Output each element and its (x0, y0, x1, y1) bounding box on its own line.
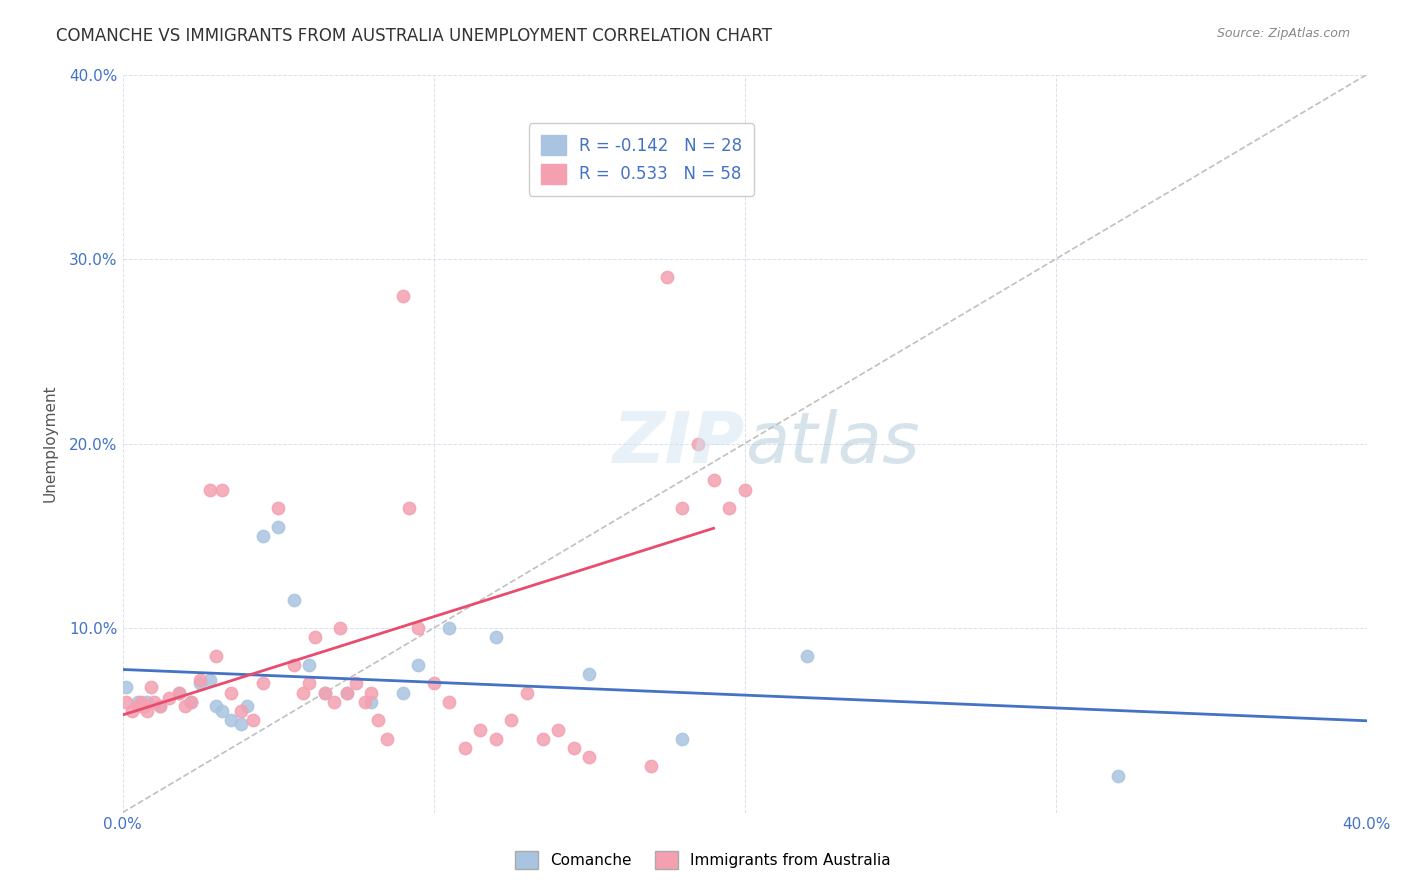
Point (211, 483, 233, 497)
Legend: Comanche, Immigrants from Australia: Comanche, Immigrants from Australia (509, 845, 897, 875)
Point (229, 717, 252, 731)
Point (323, 695, 346, 709)
Point (335, 685, 357, 699)
Point (283, 657, 305, 672)
Point (142, 695, 165, 709)
Point (190, 673, 212, 687)
Point (283, 593, 305, 607)
Point (267, 519, 290, 533)
Legend: R = -0.142   N = 28, R =  0.533   N = 58: R = -0.142 N = 28, R = 0.533 N = 58 (529, 123, 754, 195)
Point (578, 750, 600, 764)
Point (391, 289, 413, 303)
Point (335, 685, 357, 699)
Point (354, 695, 377, 709)
Point (437, 695, 460, 709)
Point (229, 704, 252, 718)
Point (367, 713, 389, 727)
Point (198, 483, 221, 497)
Point (173, 698, 195, 713)
Point (139, 680, 162, 694)
Point (329, 621, 352, 635)
Point (180, 695, 202, 709)
Point (205, 698, 228, 713)
Point (391, 685, 413, 699)
Point (703, 474, 725, 488)
Point (609, 160, 631, 174)
Point (242, 713, 264, 727)
Point (485, 731, 508, 746)
Point (360, 695, 382, 709)
Point (375, 731, 398, 746)
Point (134, 698, 156, 713)
Point (655, 270, 678, 285)
Point (127, 698, 149, 713)
Point (114, 695, 136, 709)
Point (344, 676, 367, 690)
Point (501, 713, 523, 727)
Point (516, 685, 538, 699)
Point (136, 695, 159, 709)
Point (671, 501, 693, 516)
Point (157, 691, 180, 706)
Point (211, 704, 233, 718)
Point (578, 667, 600, 681)
Text: ZIP: ZIP (613, 409, 745, 478)
Point (640, 759, 662, 773)
Point (437, 621, 460, 635)
Point (671, 731, 693, 746)
Point (167, 685, 190, 699)
Point (593, 160, 616, 174)
Point (422, 676, 444, 690)
Point (796, 648, 818, 663)
Point (236, 698, 259, 713)
Point (686, 436, 709, 450)
Y-axis label: Unemployment: Unemployment (44, 384, 58, 502)
Point (298, 657, 321, 672)
Text: Source: ZipAtlas.com: Source: ZipAtlas.com (1216, 27, 1350, 40)
Point (470, 723, 492, 737)
Point (136, 704, 159, 718)
Point (314, 685, 336, 699)
Point (127, 695, 149, 709)
Text: atlas: atlas (745, 409, 920, 478)
Point (167, 685, 190, 699)
Point (190, 676, 212, 690)
Point (547, 723, 569, 737)
Point (129, 695, 152, 709)
Point (734, 483, 756, 497)
Point (531, 731, 554, 746)
Point (454, 741, 477, 756)
Point (314, 685, 336, 699)
Point (114, 680, 136, 694)
Point (198, 673, 221, 687)
Point (562, 741, 585, 756)
Point (406, 621, 429, 635)
Point (267, 501, 290, 516)
Point (180, 695, 202, 709)
Point (406, 657, 429, 672)
Point (252, 676, 274, 690)
Point (205, 648, 228, 663)
Text: COMANCHE VS IMMIGRANTS FROM AUSTRALIA UNEMPLOYMENT CORRELATION CHART: COMANCHE VS IMMIGRANTS FROM AUSTRALIA UN… (56, 27, 772, 45)
Point (718, 501, 741, 516)
Point (149, 698, 172, 713)
Point (485, 630, 508, 644)
Point (360, 685, 382, 699)
Point (252, 529, 274, 543)
Point (221, 713, 243, 727)
Point (298, 676, 321, 690)
Point (398, 501, 420, 516)
Point (304, 630, 326, 644)
Point (149, 698, 172, 713)
Point (221, 685, 243, 699)
Point (292, 685, 315, 699)
Point (1107, 769, 1129, 783)
Point (121, 704, 143, 718)
